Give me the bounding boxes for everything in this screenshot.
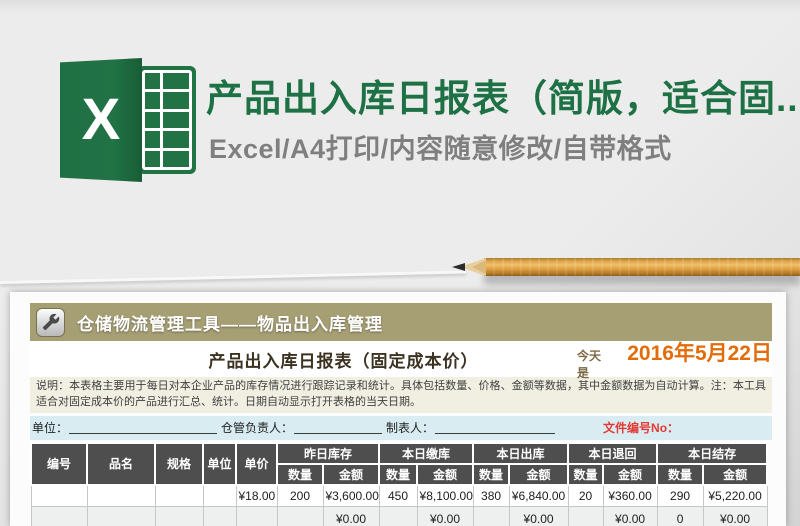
cell[interactable] (202, 484, 237, 508)
preparer-label: 制表人： (386, 421, 435, 436)
sub-header-qty: 数量 (567, 462, 605, 486)
cell[interactable]: ¥6,840.00 (508, 484, 569, 508)
pencil-image (452, 257, 800, 279)
sub-header-amount: 金额 (416, 462, 475, 486)
cell[interactable] (202, 506, 237, 526)
cell[interactable]: ¥0.00 (322, 506, 380, 526)
sub-header-qty: 数量 (656, 462, 705, 486)
cell[interactable]: 450 (378, 484, 418, 508)
description-text: 说明：本表格主要用于每日对本企业产品的库存情况进行跟踪记录和统计。具体包括数量、… (30, 377, 772, 413)
unit-label: 单位： (32, 421, 69, 436)
report-title-row: 产品出入库日报表（固定成本价） 今天是 2016年5月22日 (30, 341, 772, 380)
cell[interactable] (86, 506, 156, 526)
col-header-product: 品名 (86, 441, 156, 486)
cell[interactable] (472, 506, 510, 526)
file-no-label: 文件编号No： (603, 421, 680, 436)
excel-grid (138, 66, 196, 174)
sub-header-amount: 金额 (702, 462, 769, 486)
cell[interactable]: 0 (656, 506, 704, 526)
report-title: 产品出入库日报表（固定成本价） (208, 351, 479, 371)
group-header-today-out: 本日出库 (472, 441, 570, 465)
date-block: 今天是 2016年5月22日 (577, 337, 772, 381)
sub-header-qty: 数量 (472, 462, 511, 486)
today-label: 今天是 (577, 349, 602, 380)
cell[interactable] (154, 484, 204, 508)
info-row: 单位： 仓管负责人： 制表人： 文件编号No： (30, 415, 772, 440)
keeper-field[interactable] (294, 421, 383, 435)
spreadsheet-preview: 仓储物流管理工具——物品出入库管理 产品出入库日报表（固定成本价） 今天是 20… (10, 292, 786, 526)
cell[interactable]: 200 (276, 484, 324, 508)
cell[interactable]: ¥0.00 (702, 506, 768, 526)
hero-banner: X 产品出入库日报表（简版，适合固... Excel/A4打印/内容随意修改/自… (0, 0, 800, 245)
cell[interactable]: 20 (567, 484, 604, 508)
cell[interactable]: ¥5,220.00 (702, 484, 768, 508)
cell[interactable] (154, 506, 204, 526)
wrench-icon (36, 307, 65, 337)
group-header-yesterday-stock: 昨日库存 (275, 441, 381, 465)
table-row: ¥18.00 200 ¥3,600.00 450 ¥8,100.00 380 ¥… (30, 484, 768, 508)
product-title: 产品出入库日报表（简版，适合固... (206, 78, 800, 119)
col-header-price: 单价 (235, 441, 278, 486)
cell[interactable] (86, 484, 156, 508)
excel-flap: X (60, 58, 142, 182)
today-date: 2016年5月22日 (627, 342, 772, 365)
cell[interactable] (235, 506, 278, 526)
cell[interactable]: ¥0.00 (508, 506, 569, 526)
preparer-field[interactable] (435, 421, 556, 435)
tool-banner: 仓储物流管理工具——物品出入库管理 (30, 303, 772, 341)
product-subtitle: Excel/A4打印/内容随意修改/自带格式 (209, 134, 672, 164)
cell[interactable] (567, 506, 604, 526)
group-header-today-balance: 本日结存 (656, 441, 769, 465)
cell[interactable]: ¥18.00 (235, 484, 278, 508)
col-header-unit: 单位 (202, 441, 237, 486)
unit-field[interactable] (69, 421, 218, 435)
table-row: ¥0.00 ¥0.00 ¥0.00 ¥0.00 0 ¥0.00 (30, 506, 768, 526)
group-header-today-return: 本日退回 (567, 441, 659, 465)
sub-header-amount: 金额 (321, 462, 381, 486)
sub-header-qty: 数量 (276, 462, 324, 486)
cell[interactable] (378, 506, 418, 526)
cell[interactable]: ¥0.00 (602, 506, 658, 526)
cell[interactable] (276, 506, 324, 526)
sub-header-qty: 数量 (378, 462, 419, 486)
sub-header-amount: 金额 (508, 462, 570, 486)
cell[interactable]: ¥8,100.00 (416, 484, 474, 508)
excel-logo-icon: X (60, 58, 196, 182)
group-header-today-in: 本日缴库 (378, 441, 475, 465)
col-header-spec: 规格 (154, 441, 204, 486)
col-header-number: 编号 (30, 441, 88, 486)
daily-report-table: 编号 品名 规格 单位 单价 昨日库存 本日缴库 本日出库 本日退回 本日结存 … (30, 441, 769, 526)
cell[interactable]: 380 (472, 484, 510, 508)
keeper-label: 仓管负责人： (221, 421, 294, 436)
cell[interactable]: 290 (656, 484, 704, 508)
sub-header-amount: 金额 (602, 462, 659, 486)
cell[interactable]: ¥0.00 (416, 506, 474, 526)
cell[interactable]: ¥3,600.00 (322, 484, 380, 508)
cell[interactable]: ¥360.00 (602, 484, 658, 508)
banner-title: 仓储物流管理工具——物品出入库管理 (77, 314, 383, 334)
excel-x-letter: X (81, 87, 121, 152)
cell[interactable] (30, 484, 88, 508)
cell[interactable] (30, 506, 88, 526)
